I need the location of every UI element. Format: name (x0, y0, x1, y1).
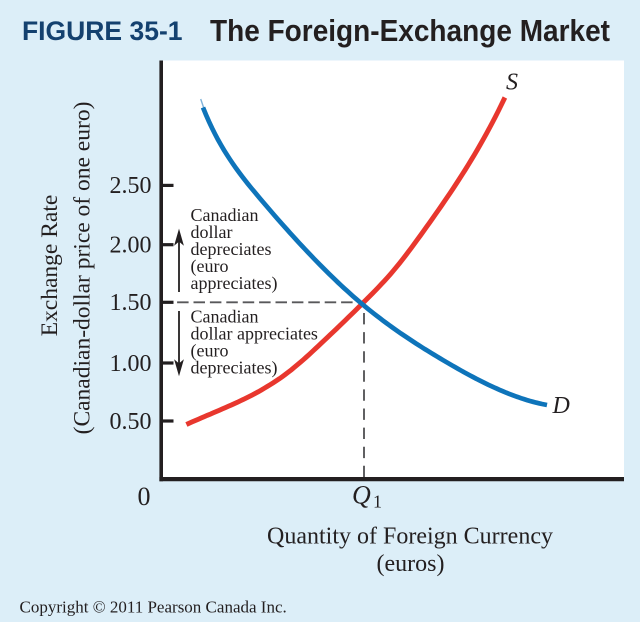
svg-text:Quantity of Foreign Currency: Quantity of Foreign Currency (267, 524, 553, 550)
svg-text:FIGURE 35-1: FIGURE 35-1 (22, 16, 183, 46)
svg-text:Canadian: Canadian (191, 307, 259, 327)
svg-text:S: S (506, 70, 518, 96)
svg-text:(euro: (euro (191, 341, 229, 362)
svg-text:Q: Q (352, 481, 371, 510)
svg-text:dollar: dollar (191, 222, 233, 242)
svg-text:1.00: 1.00 (110, 351, 152, 377)
svg-text:1.50: 1.50 (110, 290, 152, 316)
svg-text:D: D (552, 393, 570, 419)
svg-text:(euro: (euro (191, 256, 229, 277)
svg-text:Exchange Rate: Exchange Rate (37, 195, 63, 337)
svg-text:dollar appreciates: dollar appreciates (191, 324, 318, 344)
svg-text:(euros): (euros) (377, 551, 445, 577)
svg-text:depreciates): depreciates) (191, 358, 278, 379)
svg-text:0: 0 (138, 482, 151, 511)
svg-text:Canadian: Canadian (191, 205, 259, 225)
svg-text:Copyright © 2011 Pearson Canad: Copyright © 2011 Pearson Canada Inc. (20, 598, 287, 617)
svg-text:(Canadian-dollar price of one: (Canadian-dollar price of one euro) (70, 102, 96, 435)
svg-text:2.50: 2.50 (110, 173, 152, 199)
svg-text:appreciates): appreciates) (191, 273, 278, 294)
svg-text:depreciates: depreciates (191, 239, 272, 259)
svg-text:The Foreign-Exchange Market: The Foreign-Exchange Market (210, 13, 610, 48)
svg-text:1: 1 (373, 492, 382, 512)
svg-text:0.50: 0.50 (110, 409, 152, 435)
svg-text:2.00: 2.00 (110, 233, 152, 259)
